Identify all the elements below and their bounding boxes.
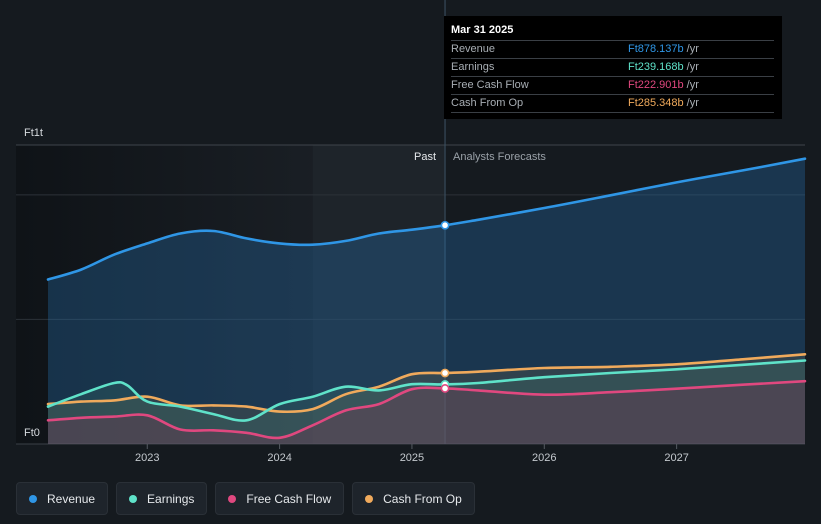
tooltip-label: Revenue xyxy=(451,43,496,55)
y-tick-label: Ft0 xyxy=(24,427,40,439)
legend: Revenue Earnings Free Cash Flow Cash Fro… xyxy=(16,482,475,515)
area-free-cash-flow xyxy=(48,381,805,444)
x-tick-label: 2024 xyxy=(267,452,291,464)
legend-item-revenue[interactable]: Revenue xyxy=(16,482,109,515)
marker-free-cash-flow xyxy=(440,384,450,393)
area-earnings xyxy=(48,360,805,444)
legend-dot-icon xyxy=(228,494,237,503)
tooltip-row-earnings: Earnings Ft239.168b/yr xyxy=(451,58,774,76)
y-tick-label: Ft1t xyxy=(24,127,43,139)
x-tick-label: 2027 xyxy=(664,452,688,464)
chart: Ft1t Ft0 2023 2024 2025 2026 2027 Past Analysts … xyxy=(16,0,807,464)
forecast-label: Analysts Forecasts xyxy=(453,151,546,163)
tooltip-value: Ft222.901b xyxy=(628,79,684,91)
line-earnings xyxy=(46,359,807,422)
tooltip-row-cash-from-op: Cash From Op Ft285.348b/yr xyxy=(451,94,774,113)
legend-item-cash-from-op[interactable]: Cash From Op xyxy=(352,482,475,515)
legend-dot-icon xyxy=(365,494,374,503)
legend-item-earnings[interactable]: Earnings xyxy=(116,482,208,515)
area-cash-from-op xyxy=(48,354,805,444)
past-label: Past xyxy=(414,151,436,163)
tooltip-unit: /yr xyxy=(686,43,699,55)
tooltip-value: Ft239.168b xyxy=(628,61,684,73)
legend-label: Revenue xyxy=(47,491,96,506)
legend-item-free-cash-flow[interactable]: Free Cash Flow xyxy=(215,482,345,515)
tooltip-unit: /yr xyxy=(686,79,699,91)
tooltip-label: Free Cash Flow xyxy=(451,79,529,91)
marker-cash-from-op xyxy=(440,368,450,378)
legend-label: Free Cash Flow xyxy=(246,491,332,506)
legend-dot-icon xyxy=(29,494,37,503)
tooltip-row-revenue: Revenue Ft878.137b/yr xyxy=(451,40,774,58)
tooltip: Mar 31 2025 Revenue Ft878.137b/yr Earnin… xyxy=(444,16,782,119)
legend-label: Cash From Op xyxy=(383,491,462,506)
legend-dot-icon xyxy=(129,494,138,503)
line-free-cash-flow xyxy=(46,379,807,440)
x-tick-label: 2026 xyxy=(532,452,556,464)
tooltip-value: Ft285.348b xyxy=(628,97,684,109)
tooltip-label: Cash From Op xyxy=(451,97,524,109)
tooltip-value: Ft878.137b xyxy=(628,43,684,55)
line-revenue xyxy=(46,157,807,281)
tooltip-unit: /yr xyxy=(686,97,699,109)
x-tick-label: 2025 xyxy=(400,452,424,464)
tooltip-label: Earnings xyxy=(451,61,495,73)
marker-revenue xyxy=(440,220,450,230)
tooltip-unit: /yr xyxy=(686,61,699,73)
legend-label: Earnings xyxy=(147,491,195,506)
x-tick-label: 2023 xyxy=(135,452,159,464)
line-cash-from-op xyxy=(46,353,807,414)
tooltip-row-free-cash-flow: Free Cash Flow Ft222.901b/yr xyxy=(451,76,774,94)
tooltip-date: Mar 31 2025 xyxy=(451,24,514,36)
